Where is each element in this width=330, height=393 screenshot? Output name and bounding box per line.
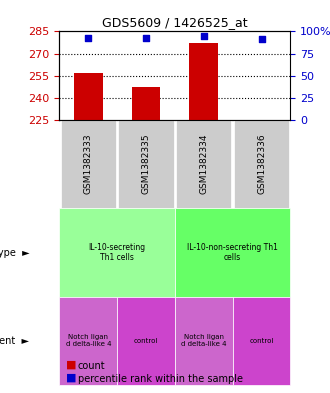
Text: ■: ■ bbox=[66, 373, 77, 382]
FancyBboxPatch shape bbox=[233, 297, 290, 385]
Point bbox=[143, 35, 148, 41]
Text: GSM1382333: GSM1382333 bbox=[84, 134, 93, 195]
Text: GSM1382335: GSM1382335 bbox=[142, 134, 150, 195]
Text: control: control bbox=[249, 338, 274, 344]
FancyBboxPatch shape bbox=[118, 120, 174, 208]
FancyBboxPatch shape bbox=[59, 297, 117, 385]
Bar bbox=[132, 87, 160, 120]
FancyBboxPatch shape bbox=[117, 297, 175, 385]
Point bbox=[259, 36, 264, 42]
Text: percentile rank within the sample: percentile rank within the sample bbox=[78, 374, 243, 384]
Text: control: control bbox=[134, 338, 158, 344]
FancyBboxPatch shape bbox=[59, 208, 175, 297]
FancyBboxPatch shape bbox=[175, 297, 233, 385]
Title: GDS5609 / 1426525_at: GDS5609 / 1426525_at bbox=[102, 16, 248, 29]
Text: Notch ligan
d delta-like 4: Notch ligan d delta-like 4 bbox=[181, 334, 226, 347]
Point bbox=[201, 33, 207, 39]
Text: GSM1382334: GSM1382334 bbox=[199, 134, 208, 194]
Text: IL-10-non-secreting Th1
cells: IL-10-non-secreting Th1 cells bbox=[187, 243, 278, 262]
Bar bbox=[189, 43, 218, 120]
Text: ■: ■ bbox=[66, 360, 77, 369]
FancyBboxPatch shape bbox=[175, 208, 290, 297]
Text: agent  ►: agent ► bbox=[0, 336, 29, 346]
Bar bbox=[74, 73, 103, 120]
Text: GSM1382336: GSM1382336 bbox=[257, 134, 266, 195]
Text: Notch ligan
d delta-like 4: Notch ligan d delta-like 4 bbox=[66, 334, 111, 347]
Point bbox=[85, 35, 91, 41]
FancyBboxPatch shape bbox=[176, 120, 231, 208]
Text: IL-10-secreting
Th1 cells: IL-10-secreting Th1 cells bbox=[88, 243, 146, 262]
FancyBboxPatch shape bbox=[234, 120, 289, 208]
Text: cell type  ►: cell type ► bbox=[0, 248, 29, 257]
Text: count: count bbox=[78, 361, 105, 371]
FancyBboxPatch shape bbox=[60, 120, 116, 208]
